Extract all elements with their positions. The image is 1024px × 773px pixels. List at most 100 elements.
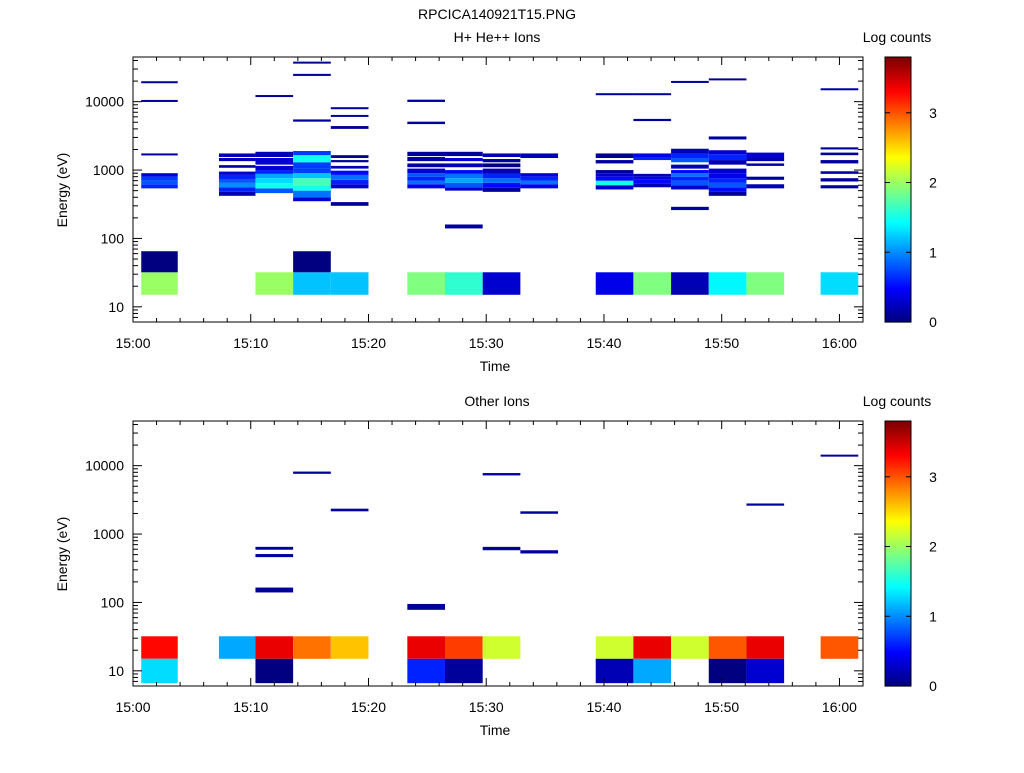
heatmap-cell bbox=[330, 114, 369, 117]
heatmap-cell bbox=[482, 473, 521, 476]
heatmap-cell bbox=[407, 173, 446, 177]
x-tick-label: 15:20 bbox=[351, 699, 386, 715]
colorbar-tick-label: 0 bbox=[929, 678, 937, 694]
heatmap-cell bbox=[595, 93, 634, 96]
heatmap-cell bbox=[520, 180, 559, 185]
heatmap-cell bbox=[482, 153, 521, 158]
heatmap-cell bbox=[293, 73, 331, 76]
y-axis: 10 100 1000 10000 bbox=[85, 59, 863, 323]
heatmap-cell bbox=[595, 185, 634, 190]
heatmap-cell bbox=[255, 183, 294, 189]
heatmap-cell bbox=[330, 107, 369, 110]
panel-title: Other Ions bbox=[464, 393, 529, 409]
heatmap-cell bbox=[218, 191, 256, 196]
x-tick-label: 16:00 bbox=[822, 335, 857, 351]
x-axis-label: Time bbox=[480, 722, 511, 738]
heatmap-cell bbox=[445, 151, 483, 157]
heatmap-cell bbox=[255, 658, 294, 684]
heatmap-cell bbox=[595, 160, 634, 164]
heatmap-cell bbox=[820, 152, 859, 156]
heatmap-cell bbox=[293, 178, 331, 186]
heatmap-cell bbox=[293, 150, 331, 156]
heatmap-cell bbox=[255, 188, 294, 194]
heatmap-cell bbox=[445, 224, 483, 229]
heatmap-cell bbox=[445, 636, 483, 659]
heatmap-cell bbox=[255, 165, 294, 171]
colorbar: 0 1 2 3 bbox=[884, 56, 937, 330]
heatmap-cell bbox=[708, 160, 747, 165]
colorbar-tick-label: 2 bbox=[929, 539, 937, 555]
heatmap-cell bbox=[218, 178, 256, 183]
heatmap-cell bbox=[445, 658, 483, 684]
x-tick-label: 15:40 bbox=[586, 335, 621, 351]
heatmap-cell bbox=[255, 272, 294, 295]
heatmap-cell bbox=[445, 182, 483, 188]
heatmap-cells bbox=[141, 454, 859, 684]
heatmap-cell bbox=[633, 157, 672, 161]
heatmap-cell bbox=[820, 88, 859, 91]
heatmap-cell bbox=[708, 136, 747, 140]
heatmap-cell bbox=[520, 173, 559, 177]
panel-other-ions: Other Ions 15:00 15:10 15:20 15:30 15:40 15:5… bbox=[54, 393, 937, 738]
heatmap-cell bbox=[445, 170, 483, 174]
heatmap-cell bbox=[633, 173, 672, 177]
x-tick-label: 15:10 bbox=[233, 699, 268, 715]
heatmap-cell bbox=[330, 179, 369, 185]
heatmap-cell bbox=[671, 206, 709, 211]
heatmap-cell bbox=[746, 503, 785, 506]
heatmap-cell bbox=[708, 187, 747, 192]
heatmap-cell bbox=[746, 158, 785, 162]
heatmap-cells bbox=[141, 61, 859, 295]
heatmap-cell bbox=[141, 81, 178, 84]
heatmap-cell bbox=[141, 184, 178, 189]
heatmap-cell bbox=[218, 636, 256, 659]
heatmap-cell bbox=[820, 272, 859, 295]
heatmap-cell bbox=[293, 185, 331, 191]
x-tick-label: 15:00 bbox=[115, 699, 150, 715]
x-tick-label: 15:20 bbox=[351, 335, 386, 351]
heatmap-cell bbox=[595, 636, 634, 659]
heatmap-cell bbox=[407, 180, 446, 185]
heatmap-cell bbox=[255, 554, 294, 558]
heatmap-cell bbox=[520, 511, 559, 514]
colorbar-tick-label: 1 bbox=[929, 244, 937, 260]
y-axis: 10 100 1000 10000 bbox=[85, 423, 863, 687]
colorbar-tick-label: 0 bbox=[929, 314, 937, 330]
heatmap-cell bbox=[482, 173, 521, 179]
heatmap-cell bbox=[520, 176, 559, 181]
y-axis-label: Energy (eV) bbox=[54, 153, 70, 228]
colorbar-tick-label: 3 bbox=[929, 105, 937, 121]
heatmap-cell bbox=[407, 157, 446, 162]
heatmap-cell bbox=[671, 272, 709, 295]
heatmap-cell bbox=[520, 153, 559, 159]
heatmap-cell bbox=[330, 202, 369, 206]
heatmap-cell bbox=[218, 165, 256, 168]
heatmap-cell bbox=[708, 173, 747, 179]
heatmap-cell bbox=[671, 173, 709, 177]
heatmap-cell bbox=[482, 178, 521, 183]
heatmap-cell bbox=[633, 183, 672, 188]
heatmap-cell bbox=[633, 636, 672, 659]
heatmap-cell bbox=[595, 272, 634, 295]
heatmap-cell bbox=[708, 191, 747, 196]
heatmap-cell bbox=[255, 170, 294, 174]
heatmap-cell bbox=[218, 174, 256, 179]
heatmap-cell bbox=[633, 153, 672, 158]
heatmap-cell bbox=[708, 658, 747, 684]
heatmap-cell bbox=[407, 636, 446, 659]
heatmap-cell bbox=[141, 180, 178, 185]
heatmap-cell bbox=[141, 173, 178, 177]
heatmap-cell bbox=[671, 180, 709, 186]
x-axis-label: Time bbox=[480, 358, 511, 374]
heatmap-cell bbox=[633, 272, 672, 295]
heatmap-cell bbox=[255, 178, 294, 184]
heatmap-cell bbox=[141, 636, 178, 659]
heatmap-cell bbox=[671, 148, 709, 154]
y-tick-label: 100 bbox=[101, 594, 125, 610]
heatmap-cell bbox=[482, 546, 521, 551]
heatmap-cell bbox=[255, 636, 294, 659]
heatmap-cell bbox=[708, 154, 747, 161]
heatmap-cell bbox=[218, 187, 256, 192]
